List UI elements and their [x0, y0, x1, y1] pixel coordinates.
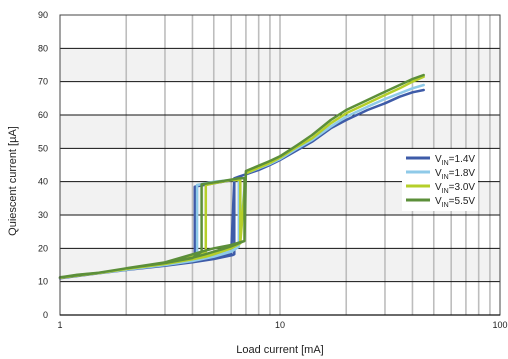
y-tick-label: 90	[38, 10, 48, 20]
axes	[59, 14, 501, 316]
y-tick-label: 10	[38, 277, 48, 287]
x-tick-label: 1	[57, 320, 62, 330]
y-tick-label: 80	[38, 43, 48, 53]
y-axis-title: Quiescent current [µA]	[7, 126, 19, 236]
y-tick-label: 0	[43, 310, 48, 320]
x-tick-label: 100	[492, 320, 507, 330]
x-tick-label: 10	[275, 320, 285, 330]
x-axis-title: Load current [mA]	[236, 344, 323, 356]
y-tick-label: 40	[38, 177, 48, 187]
legend-label: VIN=1.4V	[435, 154, 475, 167]
legend-label: VIN=5.5V	[435, 196, 475, 209]
series-lines	[58, 73, 425, 280]
y-tick-label: 30	[38, 210, 48, 220]
y-tick-label: 50	[38, 143, 48, 153]
legend-label: VIN=3.0V	[435, 182, 475, 195]
series-line	[58, 73, 425, 279]
y-tick-label: 60	[38, 110, 48, 120]
y-tick-label: 20	[38, 243, 48, 253]
y-tick-label: 70	[38, 77, 48, 87]
legend-label: VIN=1.8V	[435, 168, 475, 181]
tick-labels: 0 10 20 30 40 50 60 70 80 90 1 10 100	[38, 10, 508, 330]
